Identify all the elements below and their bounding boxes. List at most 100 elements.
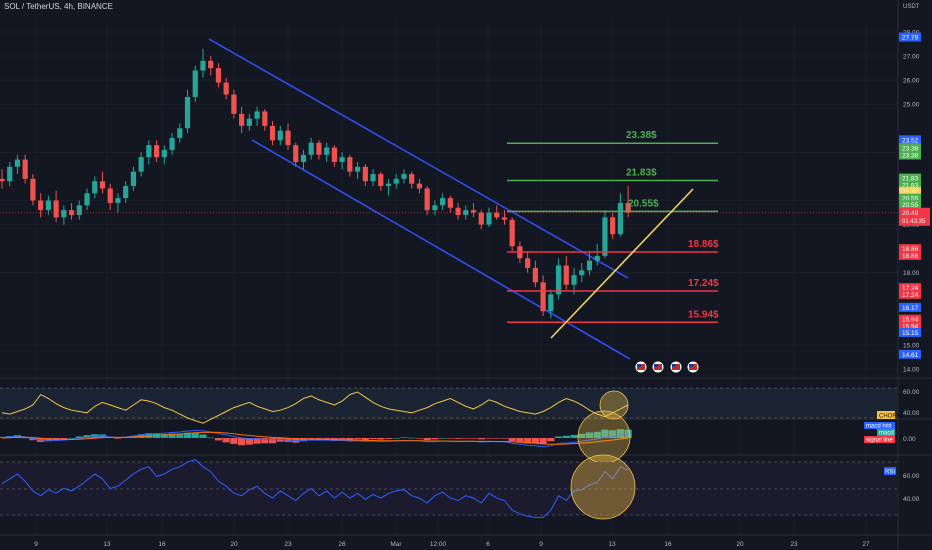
time-tick-label: 20: [230, 541, 238, 548]
chop-band: [0, 388, 898, 418]
candle-body: [378, 174, 384, 187]
symbol-title[interactable]: SOL / TetherUS, 4h, BINANCE: [4, 2, 113, 11]
flag-canton: [637, 364, 641, 367]
price-tag: [899, 193, 921, 203]
price-tag: [899, 314, 921, 324]
macd-hist-tag: [864, 422, 895, 429]
macd-hist-bar: [21, 437, 29, 439]
support-trendline[interactable]: [550, 188, 694, 339]
time-tick-label: 13: [103, 541, 111, 548]
candle-body: [540, 282, 546, 312]
price-tick-label: 14.00: [903, 367, 920, 374]
price-tag-label: 21.38: [902, 189, 919, 196]
rsi-pane[interactable]: 60.00 40.00 RSI: [0, 454, 920, 520]
chop-line: [1, 391, 629, 424]
price-tag-label: 21.83: [902, 176, 919, 183]
chop-tick-label: 40.00: [903, 410, 920, 417]
price-tag-label: 20.55: [902, 196, 919, 203]
candle-body: [177, 128, 183, 138]
time-tick-label: 23: [790, 541, 798, 548]
price-tag-label: 15.94: [902, 317, 919, 324]
price-tag: [899, 200, 921, 210]
signal-tag-label: signal line: [866, 438, 893, 444]
candle-body: [316, 142, 322, 155]
candle-body: [347, 157, 353, 172]
macd-hist-bar: [439, 438, 447, 439]
candle-body: [432, 205, 438, 211]
target-label: 15.94$: [688, 309, 719, 320]
macd-hist-bar: [415, 438, 424, 439]
us-flag-icon[interactable]: [635, 361, 647, 373]
macd-hist-bar: [547, 438, 555, 442]
price-tag: [899, 150, 921, 160]
price-tick-label: 26.00: [903, 78, 920, 85]
candle-body: [223, 82, 229, 95]
us-flag-icon[interactable]: [687, 361, 699, 373]
candle-body: [370, 174, 376, 182]
us-flag-icon[interactable]: [670, 361, 682, 373]
event-icons[interactable]: [635, 361, 699, 373]
candle-body: [22, 159, 28, 179]
candle-body: [92, 181, 98, 194]
chop-pane[interactable]: 60.00 40.00 CHOP: [0, 387, 920, 424]
candlestick-series: [0, 48, 631, 319]
candle-body: [409, 174, 415, 184]
macd-hist-bar: [562, 435, 570, 438]
macd-hist-bar: [601, 429, 609, 438]
macd-hist-bar: [531, 438, 539, 444]
price-tag: [899, 173, 921, 183]
price-tick-label: 18.00: [903, 270, 920, 277]
candle-body: [7, 166, 13, 182]
time-tick-label: 6: [486, 541, 490, 548]
time-tick-label: 16: [664, 541, 672, 548]
time-tick-label: Mar: [390, 541, 402, 548]
candle-body: [200, 60, 206, 71]
time-tick-label: 9: [539, 541, 543, 548]
macd-hist-bar: [485, 438, 493, 439]
macd-hist-bar: [168, 433, 176, 438]
macd-hist-bar: [516, 438, 524, 443]
price-tag-label: 16.17: [902, 305, 919, 312]
macd-hist-bar: [578, 433, 586, 438]
candle-body: [594, 255, 600, 261]
chop-highlight-circle: [599, 390, 629, 420]
candle-body: [84, 193, 90, 206]
candle-body: [447, 198, 453, 208]
price-tag-label: 18.86: [902, 253, 919, 260]
price-tag-label: 14.61: [902, 352, 919, 359]
us-flag-icon[interactable]: [652, 361, 664, 373]
target-label: 18.86$: [688, 239, 719, 250]
candle-body: [285, 130, 291, 146]
price-tick-label: 27.00: [903, 54, 920, 61]
macd-hist-bar: [593, 431, 601, 438]
macd-hist-bar: [207, 437, 215, 439]
candle-body: [548, 294, 554, 312]
current-price-label: 20.49: [902, 210, 919, 217]
time-axis[interactable]: 9 13 16 20 23 26 Mar 12:00 6 9 13 16 20 23 27: [34, 541, 870, 548]
price-tag: [899, 244, 921, 254]
current-price-tag: [899, 207, 930, 226]
macd-hist-bar: [454, 438, 462, 439]
price-tag-label: 17.24: [902, 292, 919, 299]
macd-hist-bar: [508, 438, 516, 442]
macd-hist-bar: [183, 432, 192, 438]
descending-channel[interactable]: [208, 38, 631, 360]
price-tag-label: 23.38: [902, 145, 919, 152]
price-tag-label: 27.79: [902, 35, 919, 42]
target-label: 23.38$: [626, 130, 657, 141]
macd-hist-bar: [60, 438, 68, 440]
macd-hist-bar: [585, 432, 594, 438]
candle-body: [246, 118, 252, 126]
candle-body: [532, 267, 538, 283]
target-lines[interactable]: 23.38$ 21.83$ 20.55$ 18.86$ 17.24$ 15.94$: [507, 130, 719, 324]
price-tag-label: 21.83: [902, 182, 919, 189]
candle-body: [38, 200, 44, 211]
price-tag-label: 15.15: [902, 330, 919, 337]
candle-body: [0, 178, 5, 182]
time-tick-label: 23: [284, 541, 292, 548]
macd-hist-bar: [330, 438, 338, 440]
candle-body: [107, 188, 113, 203]
macd-hist-bar: [222, 438, 230, 443]
